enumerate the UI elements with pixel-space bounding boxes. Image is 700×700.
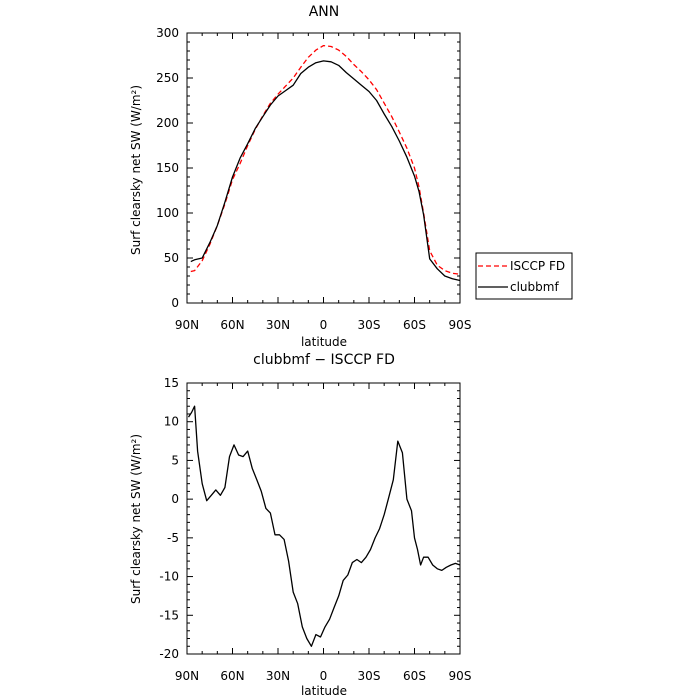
top-plot-title: ANN [309,4,340,20]
top-x-tick-label: 30S [358,318,381,332]
bottom-x-tick-label: 60N [220,669,244,683]
bottom-x-tick-label: 60S [403,669,426,683]
bottom-x-tick-label: 90N [175,669,199,683]
top-y-tick-label: 250 [156,71,179,85]
bottom-y-tick-label: -20 [159,647,179,661]
panel-bottom: clubbmf − ISCCP FD Surf clearsky net SW … [129,352,471,698]
top-y-tick-label: 150 [156,161,179,175]
top-y-tick-label: 50 [164,251,179,265]
top-x-tick-label: 30N [266,318,290,332]
top-series-line-isccp-fd [190,44,461,275]
top-y-axis-title: Surf clearsky net SW (W/m²) [129,85,143,255]
legend-label-isccp: ISCCP FD [510,259,565,273]
bottom-series-line-0 [187,405,461,647]
top-series-lines [190,44,461,282]
bottom-y-tick-label: -5 [167,531,179,545]
bottom-x-axis-title: latitude [301,684,347,698]
bottom-y-tick-label: 0 [171,492,179,506]
top-plot-frame [186,32,461,304]
bottom-y-tick-label: -15 [159,608,179,622]
top-y-tick-label: 0 [171,296,179,310]
legend: ISCCP FD clubbmf [475,252,573,300]
bottom-y-tick-label: 10 [164,415,179,429]
bottom-x-tick-label: 30N [266,669,290,683]
bottom-y-tick-label: 15 [164,376,179,390]
top-x-tick-label: 0 [320,318,328,332]
bottom-x-tick-label: 0 [320,669,328,683]
bottom-y-tick-label: -10 [159,570,179,584]
bottom-y-tick-label: 5 [171,453,179,467]
bottom-series-lines [187,405,461,647]
bottom-y-axis-title: Surf clearsky net SW (W/m²) [129,434,143,604]
top-x-tick-label: 90S [449,318,472,332]
top-x-tick-label: 90N [175,318,199,332]
top-x-tick-label: 60N [220,318,244,332]
top-y-tick-label: 300 [156,26,179,40]
top-y-tick-label: 100 [156,206,179,220]
bottom-x-tick-label: 30S [358,669,381,683]
panel-top: ANN Surf clearsky net SW (W/m²) latitude… [129,4,471,349]
top-x-tick-label: 60S [403,318,426,332]
bottom-plot-title: clubbmf − ISCCP FD [253,352,395,368]
top-y-tick-label: 200 [156,116,179,130]
top-series-line-clubbmf [190,60,461,282]
top-axes-ticks: 90N 60N 30N 0 30S 60S 90S 0 50 100 150 200 250 300 [156,26,471,332]
legend-box [475,252,573,300]
top-x-axis-title: latitude [301,335,347,349]
bottom-plot-frame [186,382,461,655]
bottom-x-tick-label: 90S [449,669,472,683]
legend-label-clubbmf: clubbmf [510,280,559,294]
